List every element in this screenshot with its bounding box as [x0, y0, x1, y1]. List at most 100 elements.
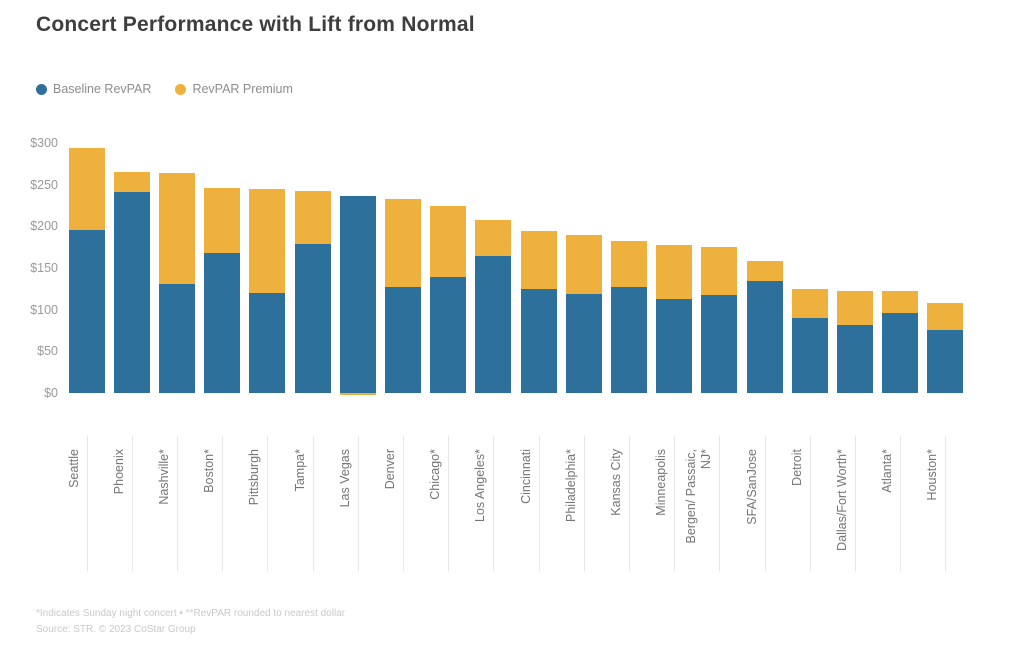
footer: *Indicates Sunday night concert • **RevP…: [36, 606, 345, 638]
x-axis-cell: SFA/SanJose: [742, 431, 787, 573]
x-axis-cell: Houston*: [923, 431, 968, 573]
x-axis-label: Nashville*: [157, 449, 171, 505]
bar-baseline-segment: [837, 324, 874, 393]
x-axis-cell: Las Vegas: [335, 431, 380, 573]
x-axis-label: Atlanta*: [880, 449, 895, 493]
bar-baseline-segment: [430, 277, 467, 393]
category-divider-line: [674, 436, 676, 571]
bar-group: [290, 143, 335, 393]
bar-baseline-segment: [339, 195, 376, 393]
category-divider-line: [177, 436, 178, 571]
bar-group: [516, 143, 561, 393]
x-axis-label: Las Vegas: [337, 449, 352, 508]
bar-premium-segment: [701, 247, 738, 295]
bar-premium-segment: [294, 190, 331, 244]
bar-premium-negative-segment: [339, 392, 376, 395]
bar-baseline-segment: [204, 253, 241, 393]
bar-group: [652, 143, 697, 393]
x-axis-cell: Los Angeles*: [471, 431, 516, 573]
bar-group: [109, 143, 154, 393]
bar-group: [561, 143, 606, 393]
bar-premium-segment: [520, 231, 557, 289]
x-axis-label: Denver: [383, 449, 398, 490]
category-divider-line: [222, 436, 224, 571]
bar-group: [335, 143, 380, 395]
y-axis-tick-label: $250: [30, 177, 58, 192]
x-axis-cell: Denver: [380, 431, 425, 573]
category-divider-line: [86, 436, 88, 571]
x-axis-label: Minneapolis: [654, 449, 669, 516]
bar-baseline-segment: [882, 313, 919, 393]
bar-baseline-segment: [475, 255, 512, 393]
bar-premium-segment: [837, 291, 874, 325]
bar-premium-segment: [565, 234, 602, 294]
x-axis-cell: Seattle: [64, 431, 109, 573]
x-axis-cell: Pittsburgh: [245, 431, 290, 573]
bar-group: [426, 143, 471, 393]
category-divider-line: [855, 436, 857, 571]
bar-group: [200, 143, 245, 393]
bar-premium-segment: [68, 148, 105, 230]
legend-swatch-baseline-icon: [36, 83, 47, 95]
bar-premium-segment: [204, 188, 241, 253]
y-axis: $300 $250 $200 $150 $100 $50 $0: [0, 136, 58, 400]
category-divider-line: [267, 436, 269, 571]
x-axis-cell: Bergen/ Passaic, NJ*: [684, 431, 742, 573]
x-axis-cell: Kansas City: [606, 431, 651, 573]
x-axis-cell: Minneapolis: [652, 431, 697, 573]
x-axis-label: Seattle: [66, 449, 81, 488]
bar-premium-segment: [113, 172, 150, 193]
legend: Baseline RevPAR RevPAR Premium: [36, 82, 293, 96]
bar-baseline-segment: [746, 281, 783, 393]
bar-group: [923, 143, 968, 393]
chart-title: Concert Performance with Lift from Norma…: [36, 13, 475, 36]
footnote: *Indicates Sunday night concert • **RevP…: [36, 608, 346, 619]
category-divider-line: [538, 436, 540, 571]
legend-item-premium: RevPAR Premium: [175, 82, 293, 96]
x-axis-label: Kansas City: [609, 449, 624, 516]
bar-premium-segment: [430, 206, 467, 278]
bar-baseline-segment: [159, 283, 195, 393]
bar-group: [697, 143, 742, 393]
bar-baseline-segment: [565, 293, 602, 393]
x-axis-cell: Phoenix: [109, 431, 154, 573]
x-axis-label: Tampa*: [292, 449, 307, 492]
x-axis-cell: Atlanta*: [878, 431, 923, 573]
category-divider-line: [131, 436, 133, 571]
category-divider-line: [357, 436, 359, 571]
y-axis-tick-label: $100: [30, 302, 58, 317]
x-axis-cell: Boston*: [200, 431, 245, 573]
x-axis-label: Chicago*: [428, 449, 443, 500]
bar-group: [742, 143, 787, 393]
category-divider-line: [629, 436, 631, 571]
x-axis-label: Boston*: [202, 449, 217, 493]
category-divider-line: [764, 436, 766, 571]
bar-group: [64, 143, 109, 393]
x-axis: Seattle Phoenix Nashville* Boston* Pittsburg…: [64, 431, 968, 573]
x-axis-cell: Nashville*: [154, 431, 199, 573]
category-divider-line: [945, 436, 947, 571]
x-axis-label: Pittsburgh: [247, 449, 262, 506]
bar-baseline-segment: [68, 229, 105, 393]
category-divider-line: [583, 436, 585, 571]
legend-label-baseline: Baseline RevPAR: [53, 82, 152, 96]
x-axis-cell: Tampa*: [290, 431, 335, 573]
bar-group: [471, 143, 516, 393]
y-axis-tick-label: $300: [30, 136, 58, 150]
x-axis-label: Cincinnati: [518, 449, 533, 504]
bar-baseline-segment: [927, 329, 964, 393]
bar-premium-segment: [385, 198, 422, 288]
y-axis-tick-label: $0: [44, 386, 58, 400]
x-axis-cell: Detroit: [787, 431, 832, 573]
x-axis-label: Houston*: [925, 449, 940, 501]
category-divider-line: [719, 436, 721, 571]
bar-premium-segment: [611, 241, 648, 288]
bar-group: [606, 143, 651, 393]
x-axis-cell: Cincinnati: [516, 431, 561, 573]
x-axis-label: Detroit: [789, 449, 804, 486]
x-axis-label: Philadelphia*: [563, 449, 578, 522]
category-divider-line: [312, 436, 314, 571]
bar-premium-segment: [882, 291, 919, 313]
bar-baseline-segment: [294, 243, 331, 393]
